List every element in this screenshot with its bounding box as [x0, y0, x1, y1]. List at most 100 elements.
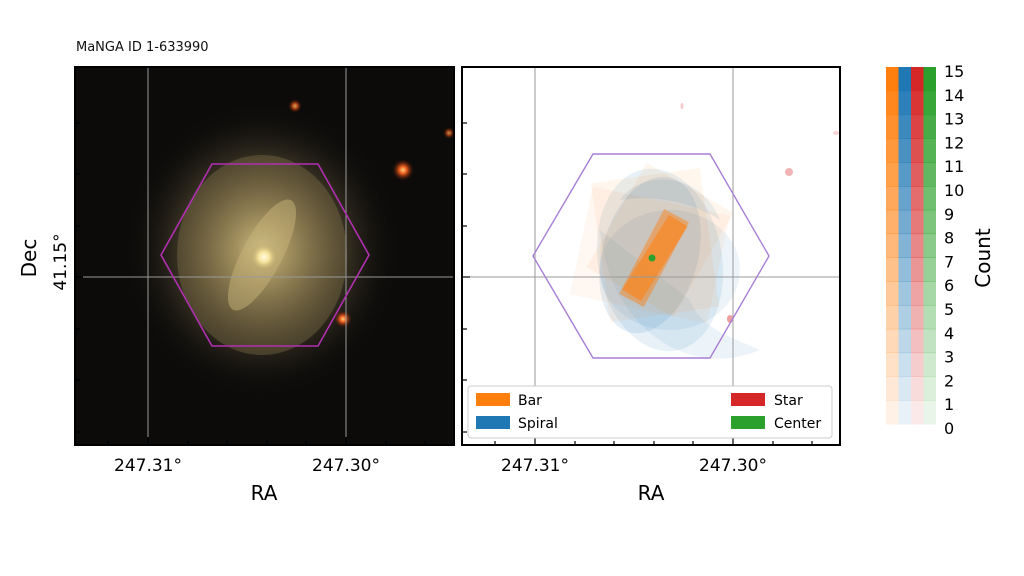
colorbar-tick-label: 0 — [944, 419, 954, 438]
colorbar-cell — [898, 138, 911, 163]
legend-swatch-spiral — [476, 416, 510, 429]
colorbar-cell — [898, 209, 911, 235]
colorbar-cell — [911, 376, 924, 401]
colorbar-cell — [923, 162, 936, 187]
colorbar-cell — [923, 233, 936, 258]
plot-frame — [461, 66, 841, 446]
colorbar-cell — [911, 162, 924, 187]
foreground-star — [334, 310, 352, 328]
colorbar-cell — [923, 305, 936, 330]
spiral-mask — [620, 179, 720, 220]
y-ticks — [75, 122, 83, 433]
colorbar-tick-label: 15 — [944, 62, 964, 81]
colorbar-tick-label: 13 — [944, 110, 964, 129]
x-ticks — [107, 437, 426, 445]
colorbar-cell — [886, 352, 899, 377]
colorbar-cell — [911, 400, 924, 425]
legend: Bar Spiral Star Center — [467, 385, 833, 439]
colorbar-cell — [923, 328, 936, 354]
star-mask — [680, 103, 684, 109]
colorbar-tick-label: 8 — [944, 229, 954, 248]
spiral-mask — [600, 210, 740, 330]
ifu-hexagon — [532, 153, 770, 359]
x-axis-label: RA — [638, 481, 665, 505]
colorbar-cell — [923, 114, 936, 139]
y-tick-label: 41.15° — [51, 233, 71, 290]
colorbar-cell — [911, 233, 924, 258]
colorbar-cell — [911, 209, 924, 235]
colorbar-cell — [886, 376, 899, 401]
colorbar-cell — [886, 67, 899, 92]
colorbar-cell — [898, 162, 911, 187]
x-tick-label: 247.31° — [114, 456, 182, 476]
colorbar-cell — [923, 90, 936, 116]
colorbar-cell — [911, 67, 924, 92]
colorbar-cell — [911, 257, 924, 282]
colorbar-tick-label: 6 — [944, 276, 954, 295]
colorbar-tick-label: 5 — [944, 300, 954, 319]
colorbar-cell — [898, 114, 911, 139]
colorbar-cell — [923, 400, 936, 425]
colorbar-cell — [886, 114, 899, 139]
colorbar-cell — [923, 281, 936, 306]
colorbar-cell — [898, 257, 911, 282]
y-ticks — [462, 122, 470, 433]
colorbar-cell — [898, 233, 911, 258]
x-axis-label: RA — [251, 481, 278, 505]
colorbar-cell — [911, 186, 924, 211]
colorbar-tick-label: 4 — [944, 324, 954, 343]
colorbar-cell — [886, 90, 899, 116]
legend-swatch-center — [731, 416, 765, 429]
foreground-star — [443, 127, 454, 139]
colorbar-tick-label: 7 — [944, 252, 954, 271]
colorbar-cell — [898, 186, 911, 211]
colorbar-cell — [898, 400, 911, 425]
colorbar-cell — [923, 352, 936, 377]
colorbar-cell — [898, 376, 911, 401]
mask-panel: Bar Spiral Star Center — [461, 66, 841, 446]
figure-title: MaNGA ID 1-633990 — [76, 40, 209, 55]
colorbar-tick-label: 10 — [944, 181, 964, 200]
legend-label-center: Center — [774, 416, 821, 432]
colorbar-cell — [898, 67, 911, 92]
x-tick-label: 247.30° — [699, 456, 767, 476]
legend-swatch-bar — [476, 393, 510, 406]
colorbar-tick-label: 3 — [944, 348, 954, 367]
colorbar-cell — [923, 138, 936, 163]
colorbar-tick-label: 14 — [944, 86, 964, 105]
foreground-star — [288, 99, 302, 113]
legend-label-spiral: Spiral — [518, 416, 558, 432]
colorbar-cell — [923, 209, 936, 235]
colorbar-cell — [911, 305, 924, 330]
colorbar-cell — [898, 90, 911, 116]
colorbar-cell — [898, 281, 911, 306]
colorbar-cell — [898, 352, 911, 377]
colorbar-cell — [923, 376, 936, 401]
colorbar-cell — [886, 257, 899, 282]
colorbar-tick-label: 11 — [944, 157, 964, 176]
colorbar-cell — [923, 67, 936, 92]
x-tick-label: 247.31° — [501, 456, 569, 476]
colorbar-cell — [886, 328, 899, 354]
colorbar-tick-label: 2 — [944, 371, 954, 390]
plot-frame — [74, 66, 455, 446]
colorbar-tick-label: 12 — [944, 133, 964, 152]
y-axis-label: Dec — [17, 239, 41, 278]
colorbar-cell — [886, 209, 899, 235]
colorbar-cell — [898, 305, 911, 330]
colorbar-cell — [886, 281, 899, 306]
sky-image-panel — [74, 66, 455, 446]
galaxy-core — [250, 243, 278, 271]
colorbar-cell — [886, 305, 899, 330]
colorbar-cell — [923, 257, 936, 282]
ifu-hexagon — [160, 163, 370, 347]
star-mask — [833, 131, 839, 135]
colorbar-label: Count — [971, 228, 995, 288]
foreground-star — [392, 159, 414, 181]
colorbar-cell — [886, 400, 899, 425]
colorbar-cell — [898, 328, 911, 354]
colorbar-cell — [886, 233, 899, 258]
legend-label-star: Star — [774, 393, 803, 409]
